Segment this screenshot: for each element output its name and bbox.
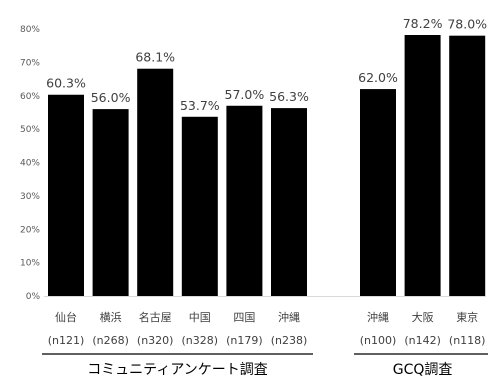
sample-size-label: (n100) <box>360 334 397 347</box>
bar-value-label: 78.0% <box>447 17 487 32</box>
bar <box>404 35 441 296</box>
category-label: 沖縄 <box>278 310 300 324</box>
sample-size-label: (n179) <box>226 334 263 347</box>
bar <box>48 94 84 296</box>
sample-size-label: (n142) <box>404 334 441 347</box>
sample-size-label: (n121) <box>48 334 85 347</box>
bar-value-label: 56.0% <box>91 90 131 105</box>
bar-value-label: 78.2% <box>403 16 443 31</box>
bar-value-label: 62.0% <box>358 70 398 85</box>
bar-value-label: 68.1% <box>135 50 175 65</box>
y-tick-label: 80% <box>20 25 40 35</box>
group-label: GCQ調査 <box>393 362 453 378</box>
bar <box>271 108 307 296</box>
y-tick-label: 60% <box>20 92 40 102</box>
sample-size-label: (n320) <box>137 334 174 347</box>
bar-value-label: 60.3% <box>46 76 86 91</box>
sample-size-label: (n268) <box>92 334 129 347</box>
bar <box>137 68 174 296</box>
sample-size-label: (n238) <box>271 334 308 347</box>
bar-value-label: 53.7% <box>180 98 220 113</box>
category-label: 横浜 <box>100 310 122 324</box>
bar-value-label: 57.0% <box>225 87 265 102</box>
group-label: コミュニティアンケート調査 <box>87 362 268 378</box>
y-tick-label: 70% <box>20 58 40 68</box>
bar <box>226 105 263 296</box>
category-label: 中国 <box>189 311 211 324</box>
y-tick-label: 30% <box>20 192 40 202</box>
bar <box>92 109 129 296</box>
y-tick-label: 40% <box>20 159 40 169</box>
y-tick-label: 0% <box>26 292 41 302</box>
bar <box>181 116 218 297</box>
category-label: 仙台 <box>55 310 77 324</box>
category-label: 沖縄 <box>367 310 389 324</box>
y-tick-label: 50% <box>20 125 40 135</box>
sample-size-label: (n328) <box>182 334 219 347</box>
category-label: 東京 <box>456 310 478 324</box>
sample-size-label: (n118) <box>449 334 486 347</box>
bar <box>449 35 486 297</box>
category-label: 大阪 <box>412 310 434 324</box>
bar <box>360 89 396 296</box>
category-label: 名古屋 <box>139 310 172 324</box>
category-label: 四国 <box>233 311 255 324</box>
y-tick-label: 20% <box>20 225 40 235</box>
bar-value-label: 56.3% <box>269 89 309 104</box>
y-tick-label: 10% <box>20 259 40 269</box>
